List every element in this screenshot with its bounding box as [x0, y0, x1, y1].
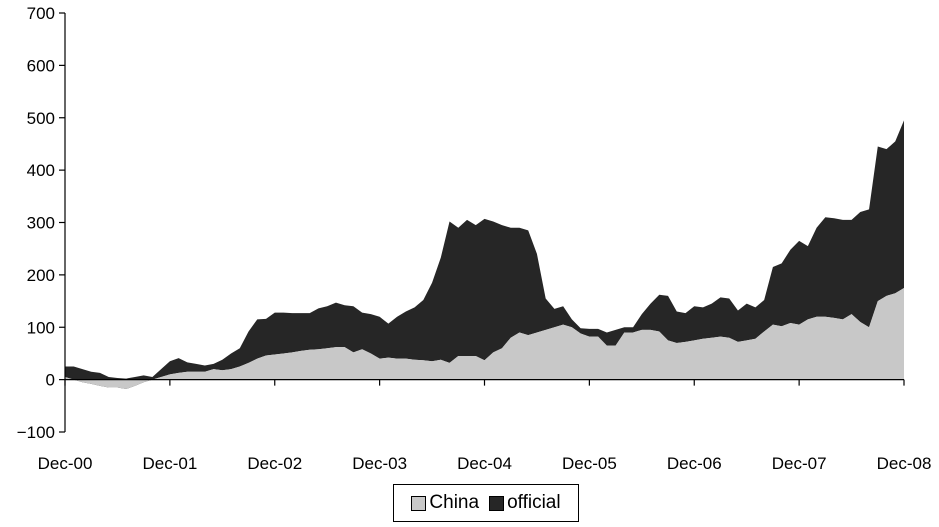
y-tick-label: 0: [46, 371, 55, 390]
y-tick-label: 500: [27, 109, 55, 128]
area-series-official: [65, 120, 904, 390]
y-tick-label: 200: [27, 266, 55, 285]
x-tick-label: Dec-05: [562, 454, 617, 473]
x-tick-label: Dec-00: [38, 454, 93, 473]
tick-labels: 700 600 500 400 300 200 100 0 −100 Dec-00 Dec-01 De…: [17, 4, 932, 473]
legend-swatch-china: [411, 495, 427, 511]
y-tick-label: −100: [17, 423, 55, 442]
y-tick-label: 100: [27, 318, 55, 337]
y-tick-label: 600: [27, 56, 55, 75]
area-series-china: [65, 287, 904, 390]
legend-label-official: official: [507, 492, 561, 513]
x-tick-label: Dec-08: [877, 454, 932, 473]
x-tick-label: Dec-06: [667, 454, 722, 473]
y-tick-label: 300: [27, 214, 55, 233]
axes: [59, 12, 905, 433]
x-tick-label: Dec-07: [772, 454, 827, 473]
plot-area: [65, 120, 904, 390]
x-tick-label: Dec-03: [352, 454, 407, 473]
y-tick-label: 400: [27, 161, 55, 180]
legend-item-china: China: [411, 492, 479, 514]
stacked-area-chart: 700 600 500 400 300 200 100 0 −100 Dec-00 Dec-01 De…: [17, 4, 932, 473]
legend-swatch-official: [489, 495, 505, 511]
x-tick-label: Dec-04: [457, 454, 512, 473]
legend-item-official: official: [489, 492, 561, 514]
legend-label-china: China: [429, 492, 480, 513]
y-tick-label: 700: [27, 4, 55, 23]
legend: China official: [393, 484, 579, 522]
x-tick-label: Dec-02: [247, 454, 302, 473]
x-tick-label: Dec-01: [142, 454, 197, 473]
